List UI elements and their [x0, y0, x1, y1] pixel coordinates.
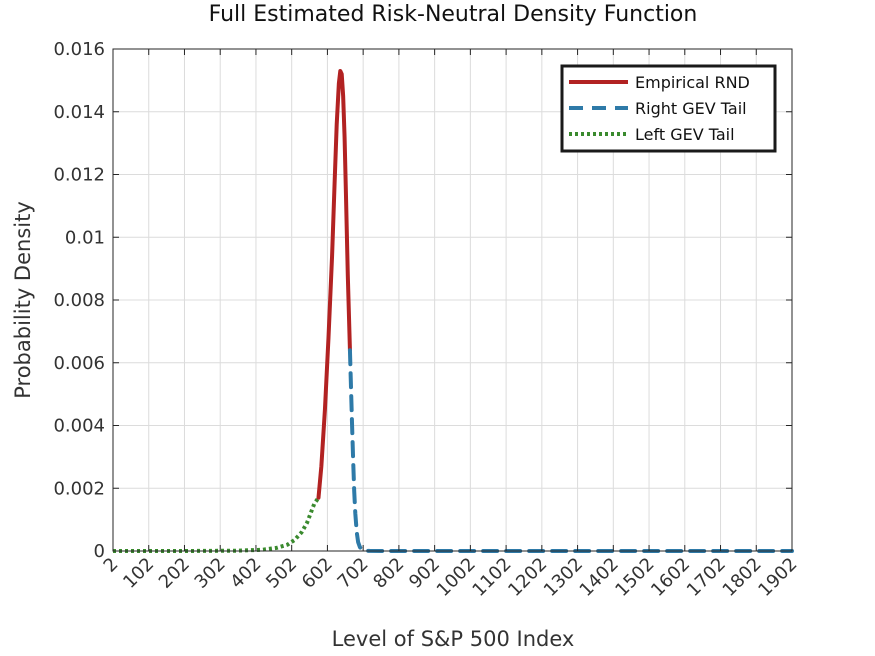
y-axis-label: Probability Density	[11, 201, 35, 399]
y-tick-label: 0.008	[53, 290, 105, 311]
y-tick-label: 0.012	[53, 165, 105, 186]
grid-lines	[112, 48, 793, 552]
y-tick-label: 0.006	[53, 353, 105, 374]
y-tick-label: 0	[94, 541, 105, 562]
y-tick-label: 0.014	[53, 102, 105, 123]
x-axis-label: Level of S&P 500 Index	[332, 627, 575, 651]
legend: Empirical RND Right GEV Tail Left GEV Tail	[560, 64, 777, 153]
legend-label: Empirical RND	[635, 73, 750, 92]
y-tick-label: 0.016	[53, 39, 105, 60]
series-line-empirical-rnd	[316, 68, 352, 500]
y-tick-label: 0.004	[53, 416, 105, 437]
y-tick-label: 0.002	[53, 478, 105, 499]
y-axis-ticks: 0 0.002 0.004 0.006 0.008 0.01 0.012 0.014 0.016	[53, 39, 792, 562]
chart-title: Full Estimated Risk-Neutral Density Func…	[209, 2, 698, 27]
legend-label: Left GEV Tail	[635, 125, 735, 144]
legend-label: Right GEV Tail	[635, 99, 747, 118]
y-tick-label: 0.01	[65, 227, 105, 248]
